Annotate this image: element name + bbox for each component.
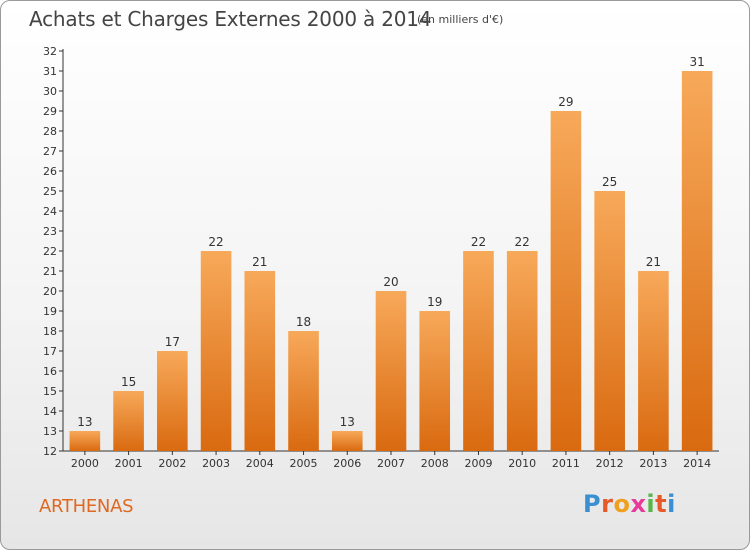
y-tick-label: 13 [43,425,57,438]
data-label: 19 [427,295,442,309]
x-tick-label: 2000 [71,457,99,470]
x-tick-label: 2003 [202,457,230,470]
y-tick-label: 18 [43,325,57,338]
bar-2012 [594,191,625,451]
logo-letter: i [667,490,676,518]
x-tick-label: 2002 [158,457,186,470]
data-label: 17 [165,335,180,349]
data-label: 15 [121,375,136,389]
x-tick-label: 2001 [115,457,143,470]
y-tick-label: 27 [43,145,57,158]
data-label: 18 [296,315,311,329]
bar-2003 [200,251,232,451]
chart-subtitle: (en milliers d'€) [417,13,504,26]
bar-2008 [419,311,451,451]
logo-letter: P [583,490,602,518]
y-tick-label: 19 [43,305,57,318]
logo-letter: o [613,490,631,518]
y-tick-label: 17 [43,345,57,358]
data-label: 29 [558,95,573,109]
chart-title: Achats et Charges Externes 2000 à 2014 [29,7,432,31]
bar-2002 [157,351,188,451]
y-tick-label: 24 [43,205,57,218]
y-tick-label: 29 [43,105,57,118]
x-tick-label: 2008 [421,457,449,470]
x-tick-label: 2014 [683,457,711,470]
y-tick-label: 28 [43,125,57,138]
x-tick-label: 2007 [377,457,405,470]
bar-2000 [69,431,101,451]
bar-2010 [506,251,538,451]
y-tick-label: 14 [43,405,57,418]
bar-2004 [244,271,276,451]
data-label: 31 [689,55,704,69]
data-label: 21 [646,255,661,269]
logo-letter: x [630,490,647,518]
bar-2011 [550,111,582,451]
x-tick-label: 2006 [333,457,361,470]
bar-2007 [375,291,407,451]
x-tick-label: 2013 [639,457,667,470]
data-label: 22 [471,235,486,249]
data-label: 20 [383,275,398,289]
x-tick-label: 2009 [464,457,492,470]
data-label: 22 [208,235,223,249]
data-label: 25 [602,175,617,189]
y-tick-label: 26 [43,165,57,178]
data-label: 13 [340,415,355,429]
y-tick-label: 30 [43,85,57,98]
y-tick-label: 25 [43,185,57,198]
data-label: 22 [515,235,530,249]
y-tick-label: 22 [43,245,57,258]
bar-2014 [681,71,713,451]
bar-2013 [638,271,669,451]
x-tick-label: 2010 [508,457,536,470]
logo-letter: t [655,490,668,518]
proxiti-logo: Proxiti [583,490,676,518]
y-tick-label: 16 [43,365,57,378]
bar-2001 [113,391,144,451]
y-tick-label: 15 [43,385,57,398]
y-tick-label: 20 [43,285,57,298]
data-label: 13 [77,415,92,429]
commune-name: ARTHENAS [39,496,134,517]
x-tick-label: 2011 [552,457,580,470]
bar-2009 [463,251,494,451]
x-tick-label: 2012 [596,457,624,470]
x-tick-label: 2004 [246,457,274,470]
bar-2005 [288,331,319,451]
bar-2006 [331,431,363,451]
logo-letter: i [646,490,656,518]
data-label: 21 [252,255,267,269]
y-tick-label: 31 [43,65,57,78]
y-tick-label: 23 [43,225,57,238]
x-tick-label: 2005 [290,457,318,470]
y-tick-label: 32 [43,45,57,58]
y-tick-label: 12 [43,445,57,458]
y-tick-label: 21 [43,265,57,278]
logo-letter: r [601,490,614,518]
